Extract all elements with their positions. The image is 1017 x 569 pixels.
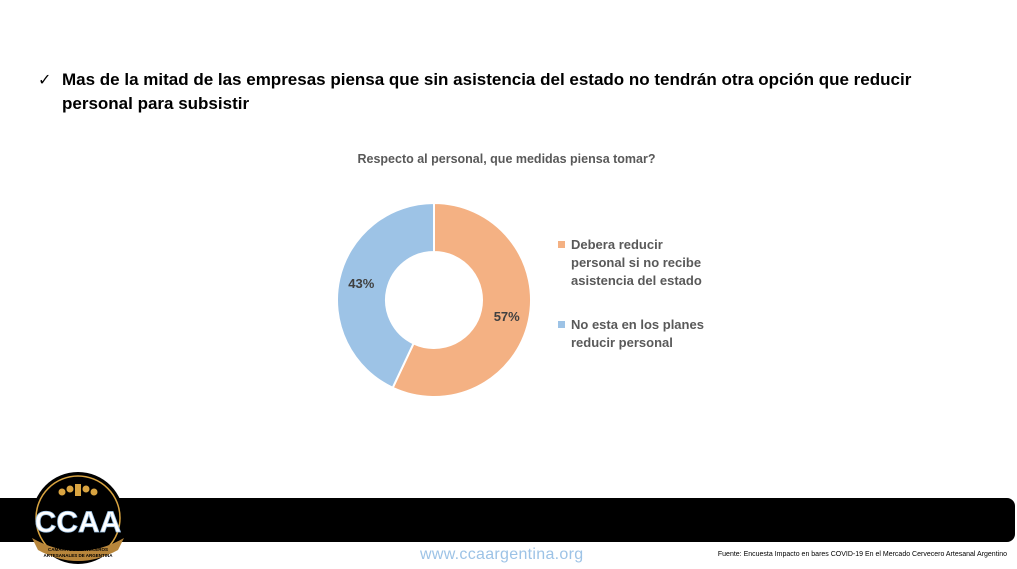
svg-text:ARTESANALES DE ARGENTINA: ARTESANALES DE ARGENTINA	[43, 553, 113, 558]
logo-text: CCAA	[35, 506, 122, 539]
slice-no-reduce-label: 43%	[348, 276, 374, 291]
slice-reduce	[391, 201, 532, 398]
website-link[interactable]: www.ccaargentina.org	[420, 546, 584, 563]
headline-text: Mas de la mitad de las empresas piensa q…	[62, 70, 912, 113]
slice-no-reduce	[336, 201, 435, 390]
checkmark-icon: ✓	[38, 70, 52, 89]
chart-legend: Debera reducir personal si no recibe asi…	[558, 236, 718, 378]
legend-label-reduce: Debera reducir personal si no recibe asi…	[571, 237, 702, 288]
chart-title-wrap: Respecto al personal, que medidas piensa…	[0, 152, 1017, 166]
source-note: Fuente: Encuesta Impacto en bares COVID-…	[717, 551, 1007, 558]
legend-swatch-reduce	[558, 241, 565, 248]
legend-item-no-reduce: No esta en los planes reducir personal	[558, 316, 718, 352]
footer-bar	[0, 498, 1015, 542]
svg-text:CAMARA DE CERVECEROS: CAMARA DE CERVECEROS	[48, 547, 108, 552]
headline: ✓ Mas de la mitad de las empresas piensa…	[38, 68, 938, 116]
legend-item-reduce: Debera reducir personal si no recibe asi…	[558, 236, 718, 290]
slice-reduce-label: 57%	[494, 309, 520, 324]
legend-label-no-reduce: No esta en los planes reducir personal	[571, 317, 704, 350]
ccaa-logo: CCAA CAMARA DE CERVECEROS ARTESANALES DE…	[32, 472, 124, 564]
chart-title: Respecto al personal, que medidas piensa…	[357, 152, 656, 166]
legend-swatch-no-reduce	[558, 321, 565, 328]
